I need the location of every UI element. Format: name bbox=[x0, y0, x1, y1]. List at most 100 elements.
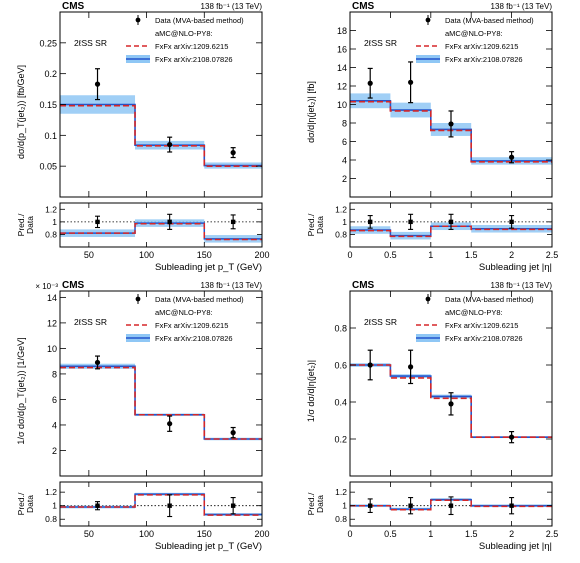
y-tick-label: 16 bbox=[337, 45, 347, 55]
region-label: 2ℓSS SR bbox=[364, 38, 397, 48]
ratio-plot-area bbox=[350, 496, 552, 516]
main-plot-area bbox=[350, 61, 552, 165]
legend-label: aMC@NLO-PY8: bbox=[445, 308, 503, 317]
y-tick-label: 8 bbox=[52, 369, 57, 379]
data-point bbox=[408, 79, 414, 85]
y-tick-label: 2 bbox=[52, 446, 57, 456]
ratio-y-tick-label: 1.2 bbox=[45, 487, 57, 497]
ratio-data-point bbox=[230, 503, 236, 508]
panel-3: 2 4 6 8 10 12 14 1/σ dσ/d(p_T(jet₂)) [1/GeV] × 1… bbox=[16, 280, 270, 552]
ratio-data-point bbox=[408, 503, 413, 508]
data-point bbox=[167, 141, 173, 148]
ratio-y-tick-label: 1.2 bbox=[45, 204, 57, 214]
main-plot-area bbox=[60, 68, 262, 169]
y-tick-label: 18 bbox=[337, 26, 347, 36]
ratio-data-point bbox=[95, 219, 100, 225]
x-tick-label: 1.5 bbox=[465, 250, 478, 260]
main-plot-area bbox=[350, 349, 552, 444]
legend-label: Data (MVA-based method) bbox=[445, 295, 534, 304]
x-tick-label: 1 bbox=[428, 250, 433, 260]
data-point bbox=[448, 401, 454, 407]
ratio-y-tick-label: 1 bbox=[52, 501, 57, 511]
data-point bbox=[509, 154, 515, 160]
x-tick-label: 100 bbox=[139, 529, 154, 539]
ratio-data-point bbox=[448, 503, 454, 508]
y-tick-label: 0.4 bbox=[334, 398, 347, 408]
x-tick-label: 0.5 bbox=[384, 250, 397, 260]
y-tick-label: 2 bbox=[342, 174, 347, 184]
series-red-line bbox=[350, 364, 552, 438]
ratio-data-point bbox=[448, 219, 454, 225]
x-tick-label: 50 bbox=[84, 529, 94, 539]
legend-label: Data (MVA-based method) bbox=[155, 295, 244, 304]
ratio-y-tick-label: 1 bbox=[52, 217, 57, 227]
x-tick-label: 2.5 bbox=[546, 529, 559, 539]
lumi-label: 138 fb⁻¹ (13 TeV) bbox=[201, 281, 263, 290]
ratio-y-tick-label: 0.8 bbox=[335, 229, 347, 239]
data-point bbox=[367, 362, 373, 368]
x-tick-label: 0.5 bbox=[384, 529, 397, 539]
ratio-plot-area bbox=[60, 213, 262, 243]
y-tick-label: 0.6 bbox=[334, 361, 347, 371]
legend-data-marker bbox=[135, 17, 141, 23]
ratio-y-title-top: Pred./ bbox=[306, 492, 316, 515]
data-point bbox=[230, 150, 236, 156]
legend-label: Data (MVA-based method) bbox=[445, 16, 534, 25]
series-red-line bbox=[60, 366, 262, 440]
data-point bbox=[408, 364, 414, 370]
ratio-y-title-top: Pred./ bbox=[16, 213, 26, 236]
legend-label: aMC@NLO-PY8: bbox=[155, 308, 213, 317]
y-tick-label: 4 bbox=[52, 420, 57, 430]
ratio-y-tick-label: 0.8 bbox=[45, 229, 57, 239]
y-axis-title: 1/σ dσ/d(p_T(jet₂)) [1/GeV] bbox=[16, 337, 26, 444]
y-tick-label: 12 bbox=[47, 318, 57, 328]
region-label: 2ℓSS SR bbox=[74, 38, 107, 48]
lumi-label: 138 fb⁻¹ (13 TeV) bbox=[491, 281, 553, 290]
data-point bbox=[94, 359, 101, 366]
ratio-y-tick-label: 1.2 bbox=[335, 204, 347, 214]
x-axis-title: Subleading jet p_T (GeV) bbox=[155, 262, 262, 273]
ratio-y-title-top: Pred./ bbox=[306, 213, 316, 236]
ratio-y-tick-label: 1.2 bbox=[335, 487, 347, 497]
data-point bbox=[448, 121, 454, 127]
ratio-data-point bbox=[167, 219, 172, 225]
x-tick-label: 2.5 bbox=[546, 250, 559, 260]
ratio-data-point bbox=[230, 219, 236, 225]
y-tick-label: 0.8 bbox=[334, 324, 347, 334]
legend-label: FxFx arXiv:2108.07826 bbox=[155, 55, 233, 64]
legend-label: FxFx arXiv:1209.6215 bbox=[445, 321, 518, 330]
y-tick-label: 0.05 bbox=[39, 162, 57, 172]
legend-label: aMC@NLO-PY8: bbox=[155, 29, 213, 38]
y-tick-label: 0.1 bbox=[44, 131, 57, 141]
ratio-data-point bbox=[167, 503, 172, 508]
ratio-y-title-top: Pred./ bbox=[16, 492, 26, 515]
legend-data-marker bbox=[135, 296, 141, 302]
series-red-line bbox=[350, 100, 552, 163]
legend-label: aMC@NLO-PY8: bbox=[445, 29, 503, 38]
ratio-red-line bbox=[350, 225, 552, 238]
legend-label: FxFx arXiv:1209.6215 bbox=[445, 42, 518, 51]
legend-label: FxFx arXiv:2108.07826 bbox=[445, 334, 523, 343]
y-tick-label: 4 bbox=[342, 156, 347, 166]
legend-label: FxFx arXiv:1209.6215 bbox=[155, 42, 228, 51]
region-label: 2ℓSS SR bbox=[364, 317, 397, 327]
x-tick-label: 50 bbox=[84, 250, 94, 260]
x-tick-label: 1.5 bbox=[465, 529, 478, 539]
ratio-data-point bbox=[509, 219, 514, 225]
ratio-plot-area bbox=[350, 213, 552, 240]
cms-label: CMS bbox=[62, 280, 85, 291]
ratio-data-point bbox=[408, 219, 413, 225]
y-tick-label: 0.2 bbox=[334, 435, 347, 445]
data-point bbox=[94, 81, 101, 87]
y-tick-label: 10 bbox=[337, 100, 347, 110]
x-tick-label: 0 bbox=[347, 529, 352, 539]
ratio-plot-area bbox=[60, 492, 262, 518]
panel-4: 0.2 0.4 0.6 0.8 1/σ dσ/d|η(jet₂)| CMS 138 fb⁻¹… bbox=[306, 280, 558, 552]
ratio-red-line bbox=[350, 499, 552, 511]
y-tick-label: 0.2 bbox=[44, 69, 57, 79]
legend-label: FxFx arXiv:2108.07826 bbox=[155, 334, 233, 343]
legend-label: Data (MVA-based method) bbox=[155, 16, 244, 25]
ratio-y-tick-label: 0.8 bbox=[45, 514, 57, 524]
